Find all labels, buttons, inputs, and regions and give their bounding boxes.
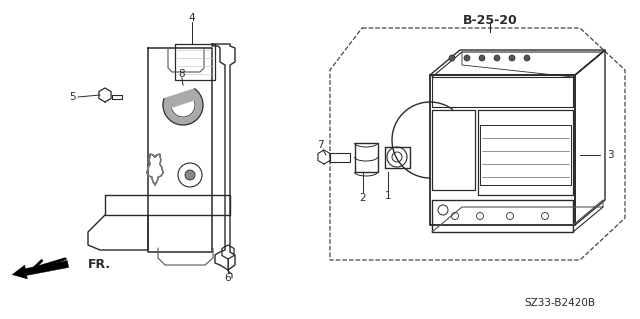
- Circle shape: [449, 55, 455, 61]
- Text: 3: 3: [607, 150, 613, 160]
- Circle shape: [479, 55, 485, 61]
- Circle shape: [464, 55, 470, 61]
- Text: 6: 6: [225, 273, 231, 283]
- Text: SZ33-B2420B: SZ33-B2420B: [525, 298, 595, 308]
- Polygon shape: [172, 101, 195, 117]
- Text: 4: 4: [189, 13, 195, 23]
- Text: 8: 8: [179, 69, 186, 79]
- Circle shape: [524, 55, 530, 61]
- Text: 1: 1: [385, 191, 391, 201]
- Polygon shape: [163, 89, 203, 125]
- Text: 2: 2: [360, 193, 366, 203]
- Circle shape: [509, 55, 515, 61]
- Text: B-25-20: B-25-20: [463, 13, 517, 26]
- FancyArrow shape: [12, 261, 68, 279]
- Text: FR.: FR.: [88, 257, 111, 271]
- Text: 7: 7: [317, 140, 323, 150]
- Circle shape: [185, 170, 195, 180]
- Text: 5: 5: [68, 92, 76, 102]
- Circle shape: [494, 55, 500, 61]
